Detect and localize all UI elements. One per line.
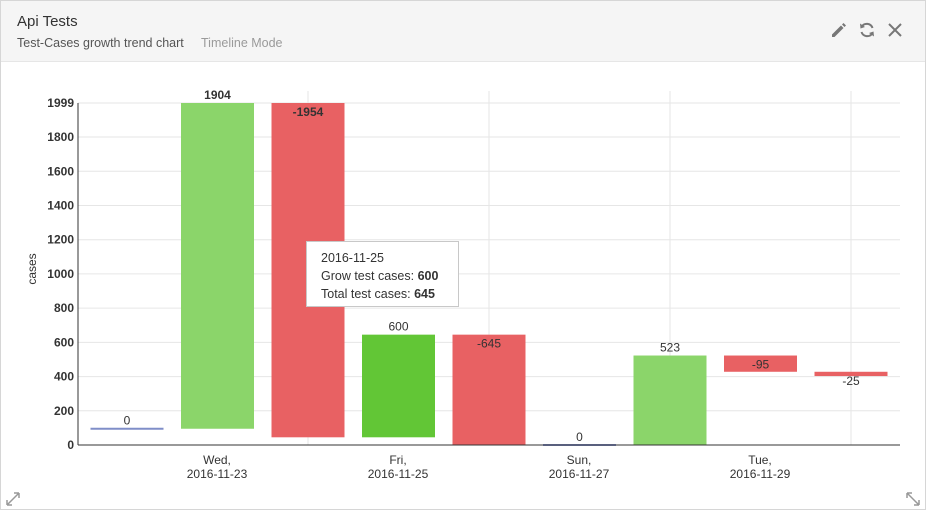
- close-icon[interactable]: [884, 19, 906, 41]
- data-label: 0: [124, 414, 131, 428]
- panel-subtitle: Test-Cases growth trend chart: [17, 36, 184, 50]
- x-tick-label-date: 2016-11-23: [187, 467, 248, 481]
- x-tick-label-day: Fri,: [389, 453, 406, 467]
- tooltip-total-value: 645: [414, 287, 435, 301]
- x-tick-label-day: Wed,: [203, 453, 231, 467]
- bar-decrease: [814, 371, 888, 377]
- expand-icon[interactable]: [5, 491, 21, 507]
- bar-baseline: [90, 427, 164, 430]
- tooltip-grow-label: Grow test cases:: [321, 269, 418, 283]
- bar-layer: [90, 103, 888, 446]
- refresh-icon[interactable]: [856, 19, 878, 41]
- refresh-icon-svg: [860, 22, 874, 38]
- data-label: -95: [752, 358, 770, 372]
- tooltip-grow-value: 600: [417, 269, 439, 283]
- close-icon-svg: [888, 23, 902, 37]
- y-tick-label: 1600: [47, 164, 74, 178]
- panel-title: Api Tests: [17, 13, 78, 30]
- y-tick-label: 1000: [47, 267, 74, 281]
- data-label: 600: [388, 320, 408, 334]
- timeline-mode-link[interactable]: Timeline Mode: [201, 36, 283, 50]
- y-tick-label: 1999: [47, 96, 74, 110]
- data-label: -1954: [293, 105, 324, 119]
- chart-tooltip: 2016-11-25 Grow test cases: 600 Total te…: [306, 241, 459, 307]
- bar-increase: [181, 103, 254, 429]
- resize-handle-icon[interactable]: [905, 491, 921, 507]
- tooltip-total-row: Total test cases: 645: [321, 285, 458, 303]
- bar-increase: [633, 355, 707, 445]
- data-label: -25: [842, 374, 860, 388]
- x-tick-label-day: Tue,: [748, 453, 772, 467]
- pencil-icon[interactable]: [828, 19, 850, 41]
- y-tick-label: 1800: [47, 130, 74, 144]
- data-label: 1904: [204, 88, 231, 102]
- bar-decrease: [724, 355, 797, 372]
- y-tick-label: 0: [67, 438, 74, 452]
- data-label: -645: [477, 337, 501, 351]
- y-tick-label: 800: [54, 301, 74, 315]
- y-tick-label: 400: [54, 370, 74, 384]
- x-tick-label-date: 2016-11-27: [549, 467, 610, 481]
- data-label: 0: [576, 430, 583, 444]
- bar-increase: [362, 334, 435, 438]
- data-label: 523: [660, 341, 680, 355]
- x-tick-label-day: Sun,: [567, 453, 592, 467]
- axis-layer: 0 200 400 600 800 1000 1200 1400 1600 1800 1999 cas…: [25, 96, 900, 481]
- y-axis-title: cases: [25, 253, 39, 284]
- y-tick-label: 1200: [47, 233, 74, 247]
- tooltip-total-label: Total test cases:: [321, 287, 415, 301]
- panel-header: Api Tests Test-Cases growth trend chart …: [1, 1, 925, 62]
- x-tick-label-date: 2016-11-29: [730, 467, 791, 481]
- y-tick-label: 600: [54, 335, 74, 349]
- y-tick-label: 200: [54, 404, 74, 418]
- label-layer: 0 1904 -1954 600 -645 0 523 -95 -25: [124, 88, 860, 444]
- bar-decrease: [452, 334, 526, 445]
- x-tick-label-date: 2016-11-25: [368, 467, 429, 481]
- pencil-icon-svg: [832, 23, 846, 37]
- tooltip-date: 2016-11-25: [321, 251, 385, 265]
- y-tick-label: 1400: [47, 198, 74, 212]
- tooltip-grow-row: Grow test cases: 600: [321, 267, 458, 285]
- waterfall-chart: 0 1904 -1954 600 -645 0 523 -95 -25 0 200 400 600 80…: [25, 88, 900, 481]
